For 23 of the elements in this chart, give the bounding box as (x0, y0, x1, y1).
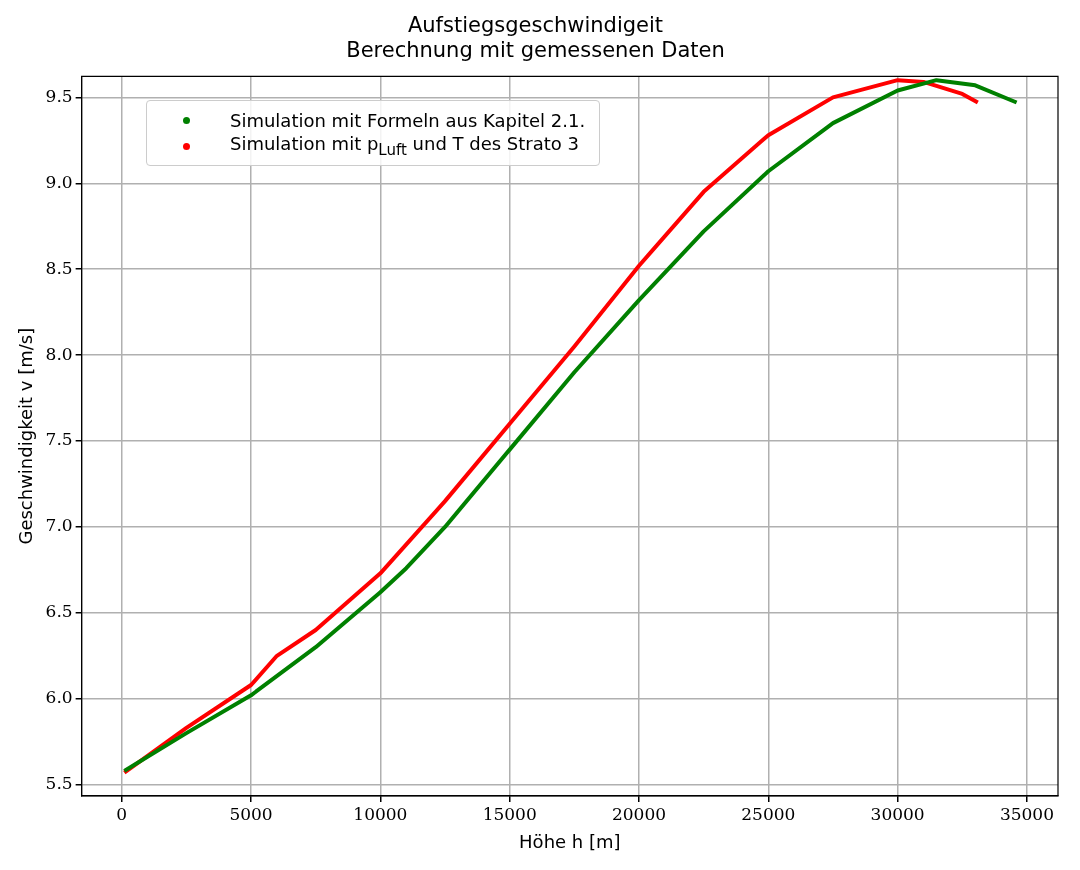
x-tick-label: 10000 (353, 803, 408, 824)
x-tick-label: 20000 (611, 803, 667, 824)
y-tick-label: 6.0 (45, 687, 73, 708)
x-tick-label: 30000 (870, 803, 925, 824)
chart-subtitle: Berechnung mit gemessenen Daten (346, 38, 725, 63)
y-tick-label: 9.5 (45, 85, 73, 106)
y-tick-label: 5.5 (45, 773, 73, 794)
x-tick-label: 35000 (999, 803, 1055, 824)
y-tick-label: 9.0 (45, 171, 73, 192)
legend-label: Simulation mit p$_{Luft}$ und T des Strato 3 (230, 133, 580, 159)
y-tick-label: 6.5 (45, 601, 73, 622)
y-tick-label: 8.5 (45, 257, 73, 278)
x-tick-label: 15000 (482, 803, 537, 824)
chart-title: Aufstiegsgeschwindigeit (407, 13, 664, 38)
y-tick-label: 7.5 (45, 429, 73, 450)
legend-label: Simulation mit Formeln aus Kapitel 2.1. (230, 109, 586, 131)
x-tick-label: 25000 (741, 803, 796, 824)
x-tick-label: 0 (116, 803, 128, 824)
x-axis-title: Höhe h [m] (519, 830, 621, 852)
y-tick-label: 8.0 (45, 343, 73, 364)
y-tick-label: 7.0 (45, 515, 73, 536)
y-axis-title: Geschwindigkeit v [m/s] (15, 327, 37, 545)
x-tick-label: 5000 (229, 803, 273, 824)
